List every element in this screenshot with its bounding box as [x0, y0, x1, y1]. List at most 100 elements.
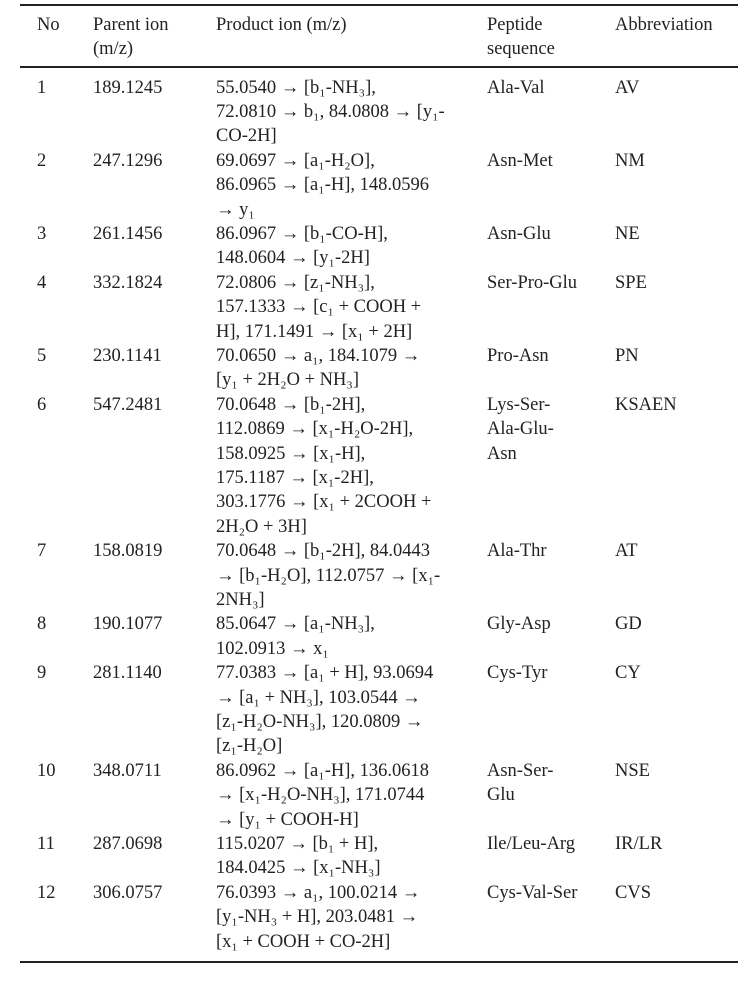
cell-parent-ion-line: 247.1296 — [93, 150, 163, 171]
cell-product-ion-line: → [y₁ + COOH-H] — [216, 809, 359, 830]
cell-no-line: 4 — [37, 272, 47, 293]
cell-no: 5 — [37, 344, 46, 368]
cell-peptide-sequence-line: Ala-Val — [487, 77, 545, 98]
cell-peptide-sequence: Cys-Tyr — [487, 661, 547, 685]
cell-no: 12 — [37, 881, 56, 905]
cell-no-line: 7 — [37, 541, 47, 562]
cell-product-ion-line: 102.0913 → x₁ — [216, 638, 329, 659]
cell-parent-ion: 348.0711 — [93, 759, 162, 783]
cell-parent-ion-line: 190.1077 — [93, 614, 163, 635]
cell-product-ion: 85.0647 → [a₁-NH₃], 102.0913 → x₁ — [216, 612, 375, 661]
cell-peptide-sequence-line: Cys-Val-Ser — [487, 882, 578, 903]
cell-product-ion-line: [y₁-NH₃ + H], 203.0481 → — [216, 907, 419, 928]
cell-abbreviation: CVS — [615, 881, 651, 905]
cell-parent-ion-line: 332.1824 — [93, 272, 163, 293]
cell-peptide-sequence: Ala-Thr — [487, 539, 547, 563]
header-line: (m/z) — [93, 39, 134, 60]
cell-no: 11 — [37, 832, 55, 856]
table-bottom-rule — [20, 961, 738, 963]
cell-peptide-sequence: Lys-Ser- Ala-Glu- Asn — [487, 393, 554, 466]
cell-product-ion-line: [y₁ + 2H₂O + NH₃] — [216, 370, 359, 391]
cell-peptide-sequence-line: Ala-Thr — [487, 541, 547, 562]
cell-product-ion: 86.0962 → [a₁-H], 136.0618 → [x₁-H₂O-NH₃]… — [216, 759, 429, 832]
cell-product-ion-line: 77.0383 → [a₁ + H], 93.0694 — [216, 663, 434, 684]
cell-abbreviation: GD — [615, 612, 642, 636]
cell-parent-ion: 281.1140 — [93, 661, 162, 685]
cell-peptide-sequence: Pro-Asn — [487, 344, 549, 368]
cell-abbreviation-line: KSAEN — [615, 394, 677, 415]
cell-parent-ion: 332.1824 — [93, 271, 162, 295]
cell-product-ion-line: 85.0647 → [a₁-NH₃], — [216, 614, 375, 635]
cell-product-ion: 70.0650 → a₁, 184.1079 → [y₁ + 2H₂O + NH₃… — [216, 344, 420, 393]
cell-product-ion-line: 69.0697 → [a₁-H₂O], — [216, 150, 375, 171]
cell-product-ion-line: 70.0650 → a₁, 184.1079 → — [216, 345, 421, 366]
cell-abbreviation: AV — [615, 76, 639, 100]
cell-product-ion-line: → [x₁-H₂O-NH₃], 171.0744 — [216, 785, 425, 806]
cell-peptide-sequence-line: Asn-Met — [487, 150, 553, 171]
table-top-rule — [20, 4, 738, 6]
cell-parent-ion-line: 348.0711 — [93, 760, 162, 781]
cell-product-ion-line: 72.0810 → b₁, 84.0808 → [y₁- — [216, 101, 445, 122]
cell-parent-ion: 230.1141 — [93, 344, 162, 368]
cell-product-ion-line: 157.1333 → [c₁ + COOH + — [216, 297, 422, 318]
cell-product-ion-line: [x₁ + COOH + CO-2H] — [216, 931, 391, 952]
cell-product-ion-line: 86.0967 → [b₁-CO-H], — [216, 223, 388, 244]
cell-abbreviation: SPE — [615, 271, 647, 295]
cell-product-ion-line: CO-2H] — [216, 126, 277, 147]
cell-no-line: 5 — [37, 345, 47, 366]
header-parent-ion: Parent ion (m/z) — [93, 13, 169, 62]
cell-peptide-sequence: Asn-Met — [487, 149, 553, 173]
cell-peptide-sequence: Asn-Ser- Glu — [487, 759, 553, 808]
cell-no-line: 11 — [37, 833, 55, 854]
cell-abbreviation: IR/LR — [615, 832, 662, 856]
cell-product-ion-line: → y₁ — [216, 199, 255, 220]
cell-peptide-sequence-line: Ile/Leu-Arg — [487, 833, 576, 854]
cell-peptide-sequence-line: Asn — [487, 443, 517, 464]
cell-product-ion-line: 175.1187 → [x₁-2H], — [216, 467, 374, 488]
cell-abbreviation-line: IR/LR — [615, 833, 663, 854]
cell-product-ion-line: [z₁-H₂O] — [216, 736, 283, 757]
cell-no-line: 8 — [37, 614, 47, 635]
cell-no: 7 — [37, 539, 46, 563]
cell-product-ion-line: 184.0425 → [x₁-NH₃] — [216, 858, 381, 879]
cell-product-ion-line: 158.0925 → [x₁-H], — [216, 443, 366, 464]
cell-product-ion: 55.0540 → [b₁-NH₃], 72.0810 → b₁, 84.0808… — [216, 76, 445, 149]
cell-no-line: 6 — [37, 394, 47, 415]
cell-no-line: 10 — [37, 760, 56, 781]
cell-no-line: 12 — [37, 882, 56, 903]
cell-no: 8 — [37, 612, 46, 636]
cell-abbreviation: AT — [615, 539, 638, 563]
cell-product-ion: 76.0393 → a₁, 100.0214 → [y₁-NH₃ + H], 20… — [216, 881, 420, 954]
cell-abbreviation-line: NE — [615, 223, 640, 244]
cell-abbreviation-line: CY — [615, 663, 641, 684]
cell-product-ion-line: 112.0869 → [x₁-H₂O-2H], — [216, 419, 414, 440]
cell-parent-ion: 287.0698 — [93, 832, 162, 856]
cell-peptide-sequence: Gly-Asp — [487, 612, 551, 636]
cell-product-ion-line: → [a₁ + NH₃], 103.0544 → — [216, 687, 421, 708]
cell-product-ion: 69.0697 → [a₁-H₂O], 86.0965 → [a₁-H], 148… — [216, 149, 429, 222]
cell-abbreviation-line: PN — [615, 345, 639, 366]
header-line: sequence — [487, 39, 555, 60]
cell-abbreviation-line: GD — [615, 614, 642, 635]
cell-peptide-sequence-line: Glu — [487, 785, 515, 806]
cell-product-ion: 77.0383 → [a₁ + H], 93.0694 → [a₁ + NH₃],… — [216, 661, 433, 759]
cell-peptide-sequence-line: Asn-Ser- — [487, 760, 554, 781]
cell-product-ion-line: 76.0393 → a₁, 100.0214 → — [216, 882, 421, 903]
cell-parent-ion: 189.1245 — [93, 76, 162, 100]
cell-peptide-sequence: Ser-Pro-Glu — [487, 271, 577, 295]
cell-parent-ion: 158.0819 — [93, 539, 162, 563]
cell-no-line: 3 — [37, 223, 47, 244]
cell-abbreviation: PN — [615, 344, 639, 368]
header-peptide-sequence: Peptide sequence — [487, 13, 555, 62]
cell-peptide-sequence-line: Ala-Glu- — [487, 419, 554, 440]
cell-peptide-sequence-line: Cys-Tyr — [487, 663, 548, 684]
table-header-rule — [20, 66, 738, 68]
cell-no: 1 — [37, 76, 46, 100]
header-line: No — [37, 15, 60, 35]
cell-abbreviation-line: CVS — [615, 882, 651, 903]
header-line: Peptide — [487, 15, 543, 35]
header-product-ion: Product ion (m/z) — [216, 13, 347, 37]
header-line: Product ion (m/z) — [216, 15, 347, 35]
cell-peptide-sequence: Asn-Glu — [487, 222, 551, 246]
cell-parent-ion-line: 281.1140 — [93, 663, 162, 684]
